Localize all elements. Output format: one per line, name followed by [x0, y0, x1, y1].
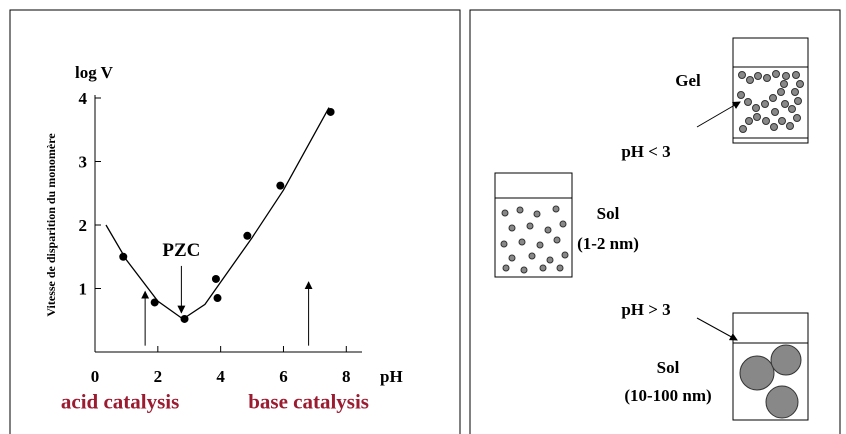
data-point — [211, 274, 220, 283]
annotation: acid catalysis — [61, 390, 179, 414]
y-axis-label: Vitesse de disparition du monomère — [44, 133, 58, 317]
label: Gel — [675, 71, 701, 90]
x-title: pH — [380, 367, 403, 386]
arrow — [696, 101, 741, 128]
large-particles — [739, 344, 802, 419]
y-title: log V — [75, 63, 114, 82]
panel-frame — [9, 9, 461, 434]
label: (1-2 nm) — [577, 234, 639, 253]
data-point — [213, 294, 222, 303]
y-tick-label: 4 — [79, 89, 88, 108]
gel-network — [737, 70, 804, 133]
annotation: PZC — [162, 240, 200, 261]
container — [494, 172, 573, 278]
diagram-labels: Gel pH < 3 Sol (1-2 nm) pH > 3 Sol (10-1… — [577, 71, 712, 405]
label: pH > 3 — [621, 300, 670, 319]
container — [732, 37, 809, 144]
y-tick-label: 2 — [79, 216, 88, 235]
data-point — [326, 107, 335, 116]
x-tick-label: 8 — [342, 367, 351, 386]
x-tick-label: 2 — [154, 367, 163, 386]
container — [732, 312, 809, 421]
diagram — [494, 37, 809, 421]
x-tick-label: 4 — [216, 367, 225, 386]
data-point — [243, 231, 252, 240]
label: Sol — [657, 358, 680, 377]
arrow — [696, 317, 738, 341]
label: pH < 3 — [621, 142, 670, 161]
data-point — [150, 298, 159, 307]
x-tick-label: 0 — [91, 367, 100, 386]
label: (10-100 nm) — [624, 386, 711, 405]
data-point — [276, 181, 285, 190]
y-tick-label: 1 — [79, 280, 88, 299]
y-tick-label: 3 — [79, 153, 88, 172]
annotation: base catalysis — [248, 390, 369, 414]
fit-curve — [105, 107, 330, 320]
x-tick-label: 6 — [279, 367, 288, 386]
chart: 1 2 3 4 0 2 4 6 8 log V pH Vitesse de disparition d… — [44, 63, 403, 414]
panel-frame — [469, 9, 841, 434]
label: Sol — [597, 204, 620, 223]
particles — [500, 205, 569, 274]
